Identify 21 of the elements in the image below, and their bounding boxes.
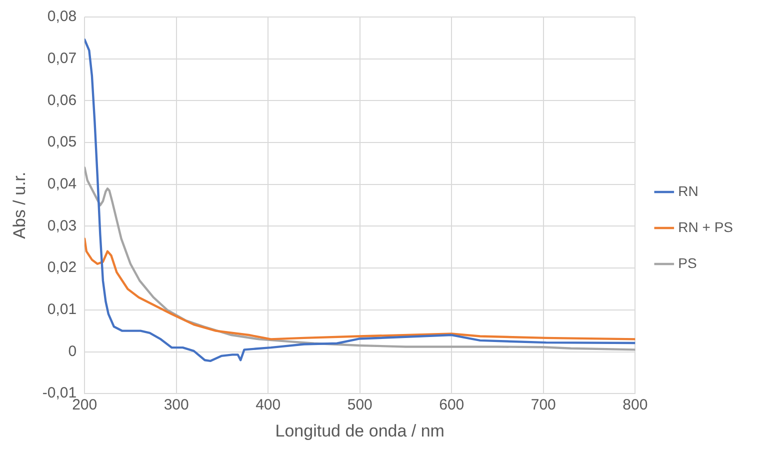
y-tick-label: 0,07 <box>47 50 77 67</box>
y-tick-label: 0,03 <box>47 217 77 234</box>
y-axis-title: Abs / u.r. <box>10 172 29 239</box>
x-tick-label: 200 <box>72 396 98 414</box>
y-tick-label: 0,01 <box>47 301 77 318</box>
legend-label: RN + PS <box>678 218 734 235</box>
legend-label: RN <box>678 182 698 199</box>
x-tick-label: 800 <box>622 396 648 414</box>
x-tick-label: 700 <box>530 396 556 414</box>
legend-label: PS <box>678 254 697 271</box>
y-tick-label: 0 <box>68 342 77 360</box>
x-tick-label: 500 <box>347 396 372 414</box>
x-axis-title: Longitud de onda / nm <box>275 421 444 440</box>
x-tick-label: 300 <box>164 396 189 414</box>
x-tick-label: 400 <box>256 396 281 414</box>
y-tick-label: 0,06 <box>47 92 77 109</box>
y-tick-label: 0,04 <box>47 176 77 193</box>
x-tick-label: 600 <box>439 396 464 414</box>
y-tick-label: 0,05 <box>47 134 77 151</box>
y-tick-label: 0,08 <box>47 8 77 26</box>
y-tick-label: 0,02 <box>47 259 77 276</box>
